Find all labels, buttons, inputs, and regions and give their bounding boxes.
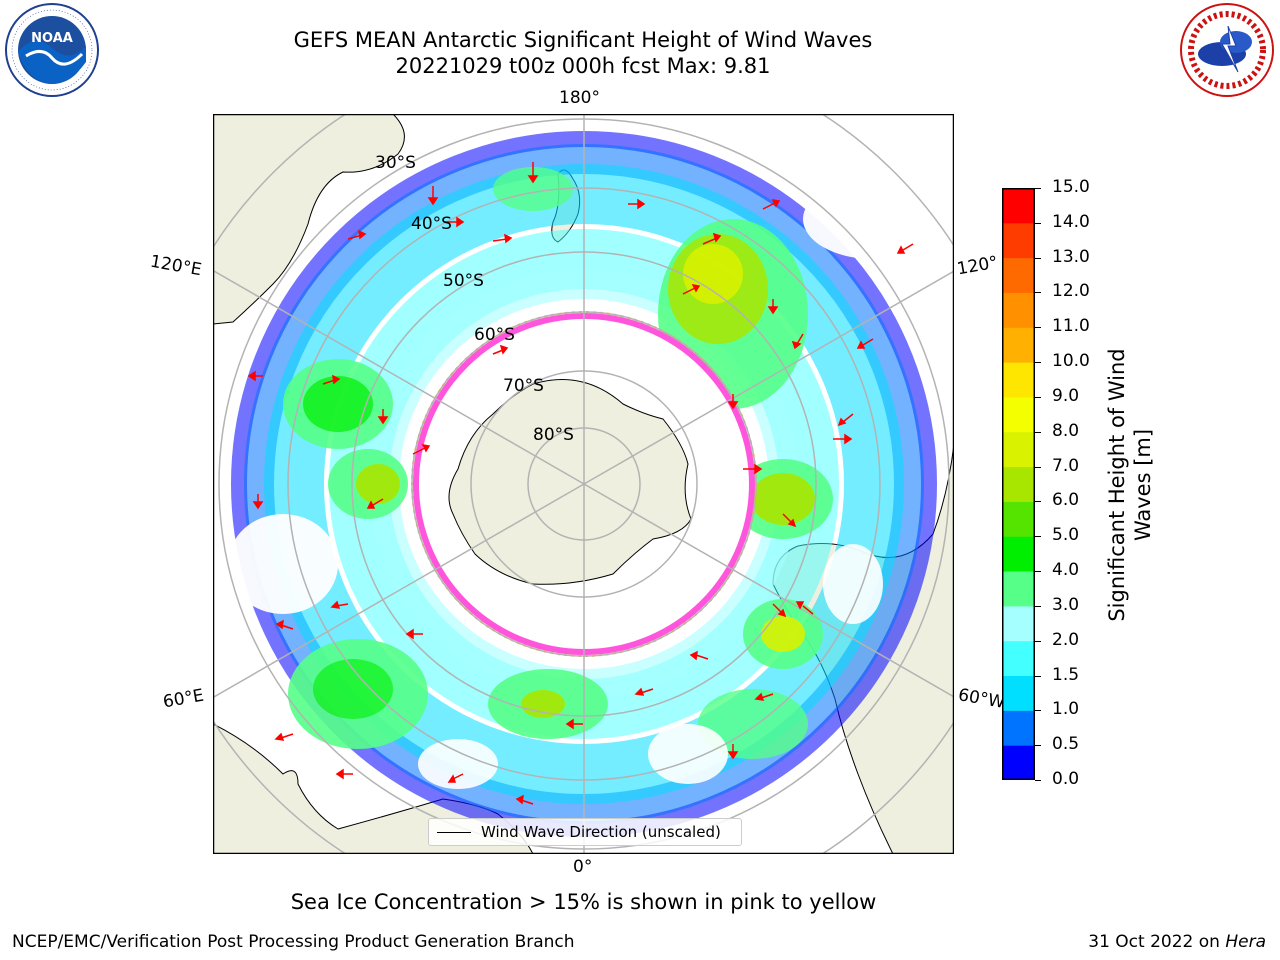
lat-label-50s: 50°S [443,271,484,291]
colorbar-tick-mark [1035,257,1041,259]
colorbar-tick-mark [1035,675,1041,677]
colorbar-segment [1002,745,1035,781]
colorbar-segment [1002,675,1035,711]
colorbar-tick-mark [1035,640,1041,642]
antarctica-land [448,379,692,585]
chart-title: GEFS MEAN Antarctic Significant Height o… [293,28,873,52]
colorbar-tick-mark [1035,327,1041,329]
colorbar-tick-label: 5.0 [1052,525,1080,546]
colorbar-tick-label: 3.0 [1052,594,1080,615]
colorbar-tick-label: 0.0 [1052,769,1080,789]
polar-map: 30°S 40°S 50°S 60°S 70°S 80°S [212,113,955,855]
colorbar-tick-label: 6.0 [1052,490,1080,511]
generation-date-text: 31 Oct 2022 on [1088,932,1226,952]
colorbar-segment [1002,431,1035,468]
colorbar-tick-mark [1035,188,1041,189]
colorbar-segment [1002,605,1035,642]
colorbar-label-line1: Significant Height of Wind [1105,348,1129,622]
lon-label-120e: 120°E [148,251,204,281]
colorbar-tick-label: 15.0 [1052,177,1090,197]
colorbar-tick-mark [1035,780,1041,781]
colorbar-tick-mark [1035,571,1041,573]
colorbar-tick-label: 11.0 [1052,316,1090,337]
colorbar-segment [1002,536,1035,572]
legend-line-swatch [437,831,471,833]
colorbar-tick-label: 1.0 [1052,699,1080,720]
colorbar-tick-mark [1035,501,1041,503]
colorbar-tick-mark [1035,536,1041,538]
noaa-logo-text: NOAA [31,31,73,46]
colorbar-tick-label: 10.0 [1052,351,1090,372]
colorbar-tick-mark [1035,605,1041,607]
colorbar-tick-mark [1035,292,1041,294]
map-svg: 30°S 40°S 50°S 60°S 70°S 80°S [212,113,955,855]
host-name: Hera [1225,932,1266,952]
lat-label-80s: 80°S [533,425,574,445]
nws-logo [1178,2,1276,98]
colorbar-tick-label: 0.5 [1052,734,1080,755]
colorbar-tick-label: 9.0 [1052,385,1080,406]
colorbar-segment [1002,257,1035,293]
colorbar-tick-label: 7.0 [1052,455,1080,476]
lon-label-0: 0° [573,857,593,877]
forecast-subtitle: 20221029 t00z 000h fcst Max: 9.81 [395,54,771,78]
producer-credit: NCEP/EMC/Verification Post Processing Pr… [12,932,575,952]
colorbar-tick-mark [1035,710,1041,712]
colorbar-tick-mark [1035,745,1041,747]
sea-ice-note: Sea Ice Concentration > 15% is shown in … [290,890,877,914]
colorbar [1002,188,1035,781]
colorbar-tick-mark [1035,222,1041,224]
colorbar-tick-label: 13.0 [1052,246,1090,267]
colorbar-tick-mark [1035,396,1041,398]
colorbar-svg [1002,188,1035,781]
colorbar-tick-mark [1035,362,1041,364]
lat-label-30s: 30°S [375,153,416,173]
lon-label-180: 180° [559,88,600,108]
colorbar-tick-label: 1.5 [1052,664,1080,685]
colorbar-tick-label: 4.0 [1052,560,1080,581]
graticule [213,114,954,854]
australia-land [213,114,405,325]
noaa-logo: NOAA [4,2,100,98]
lon-label-120w: 120° [955,252,1000,280]
colorbar-segment [1002,362,1035,398]
colorbar-tick-mark [1035,466,1041,468]
colorbar-segment [1002,466,1035,502]
colorbar-segment [1002,571,1035,607]
colorbar-segment [1002,501,1035,537]
colorbar-tick-label: 14.0 [1052,211,1090,232]
colorbar-tick-label: 8.0 [1052,420,1080,441]
wind-wave-arrows [247,162,914,805]
colorbar-tick-label: 2.0 [1052,629,1080,650]
lat-label-70s: 70°S [503,376,544,396]
map-legend: Wind Wave Direction (unscaled) [428,818,742,846]
colorbar-segment [1002,327,1035,363]
colorbar-segment [1002,640,1035,677]
colorbar-segment [1002,222,1035,259]
lat-label-40s: 40°S [411,214,452,234]
colorbar-label-line2: Waves [m] [1131,428,1155,542]
colorbar-segment [1002,292,1035,328]
legend-label: Wind Wave Direction (unscaled) [481,823,721,841]
lat-label-60s: 60°S [474,325,515,345]
colorbar-segment [1002,710,1035,746]
colorbar-segment [1002,396,1035,433]
generation-date: 31 Oct 2022 on Hera [1088,932,1266,952]
lon-label-60e: 60°E [161,685,206,713]
colorbar-tick-mark [1035,431,1041,433]
lon-label-60w: 60°W [956,685,1007,713]
colorbar-tick-label: 12.0 [1052,281,1090,302]
colorbar-segment [1002,188,1035,224]
